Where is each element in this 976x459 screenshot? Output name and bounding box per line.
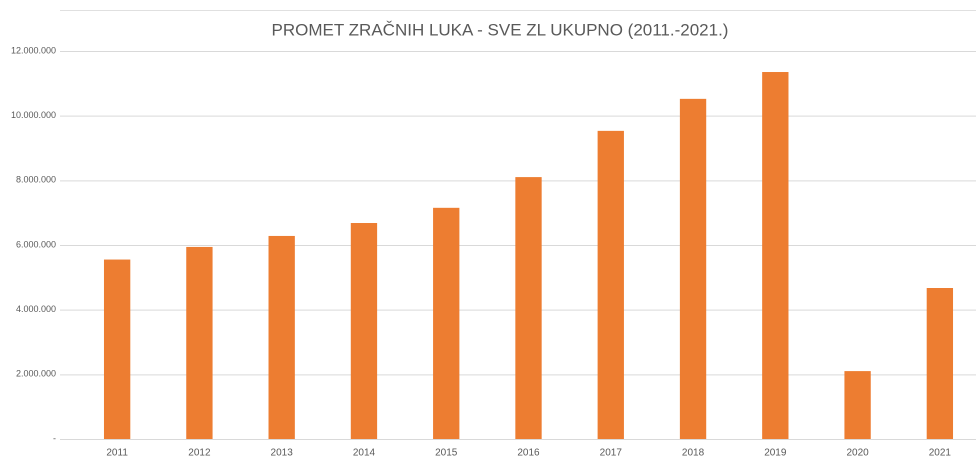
y-tick-label: 4.000.000 <box>16 304 56 314</box>
x-tick-label: 2015 <box>435 448 458 459</box>
x-tick-label: 2012 <box>188 448 211 459</box>
bar <box>433 207 460 439</box>
x-tick-label: 2013 <box>271 448 294 459</box>
x-tick-label: 2021 <box>929 448 952 459</box>
bar <box>103 259 131 439</box>
bar <box>597 130 624 439</box>
bar <box>926 288 954 439</box>
y-tick-label: - <box>53 433 56 443</box>
bar <box>186 246 213 439</box>
bar <box>844 371 871 439</box>
y-tick-label: 10.000.000 <box>11 110 56 120</box>
bar <box>350 223 378 439</box>
y-tick-label: 6.000.000 <box>16 239 56 249</box>
chart-title: PROMET ZRAČNIH LUKA - SVE ZL UKUPNO (201… <box>272 20 729 39</box>
bar <box>268 235 295 439</box>
y-tick-label: 12.000.000 <box>11 45 56 55</box>
x-tick-label: 2014 <box>353 448 376 459</box>
x-tick-label: 2011 <box>106 448 128 459</box>
bar <box>515 177 542 439</box>
bar <box>679 98 707 439</box>
x-tick-label: 2016 <box>517 448 540 459</box>
x-tick-label: 2018 <box>682 448 705 459</box>
bar <box>762 72 789 440</box>
y-tick-label: 2.000.000 <box>16 369 56 379</box>
x-tick-label: 2019 <box>764 448 787 459</box>
x-tick-label: 2020 <box>846 448 869 459</box>
y-tick-label: 8.000.000 <box>16 175 56 185</box>
x-tick-label: 2017 <box>600 448 623 459</box>
